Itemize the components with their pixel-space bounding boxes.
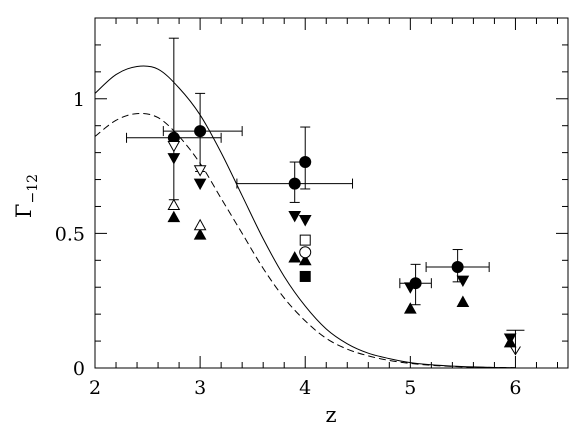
svg-text:Γ−12: Γ−12 — [12, 174, 41, 218]
x-tick-label: 4 — [299, 377, 311, 399]
axes — [94, 17, 569, 369]
filled-up-triangle-marker — [456, 295, 470, 307]
x-tick-label: 2 — [89, 377, 101, 399]
x-tick-label: 5 — [404, 377, 416, 399]
data-points — [167, 125, 517, 348]
filled-down-triangle-marker — [403, 282, 417, 294]
open-up-triangle-marker — [167, 198, 181, 211]
filled-circle-marker — [194, 125, 207, 138]
open-square-marker — [299, 234, 311, 246]
tick-labels: 2 3 4 5 6 0 0.5 1 — [55, 89, 522, 399]
filled-up-triangle-marker — [503, 335, 517, 348]
filled-down-triangle-marker — [456, 275, 470, 288]
error-bars — [126, 37, 525, 356]
filled-up-triangle-marker — [298, 253, 312, 266]
model-curve-dashed — [94, 112, 516, 369]
y-tick-label: 1 — [73, 89, 85, 111]
upper-limit-arrow — [510, 346, 521, 356]
y-axis-label-subscript: −12 — [25, 174, 41, 204]
y-axis-label: Γ — [12, 203, 36, 218]
filled-circle-marker — [288, 177, 301, 190]
filled-down-triangle-marker — [193, 178, 207, 191]
filled-square-marker — [299, 270, 311, 282]
plot-frame — [94, 17, 569, 369]
filled-up-triangle-marker — [288, 251, 302, 263]
filled-up-triangle-marker — [167, 210, 181, 223]
filled-up-triangle-marker — [403, 302, 417, 314]
filled-up-triangle-marker — [193, 228, 207, 240]
x-tick-label: 3 — [194, 377, 206, 399]
open-down-triangle-marker — [193, 165, 207, 177]
open-down-triangle-marker — [167, 140, 181, 153]
y-axis-label-group: Γ−12 — [12, 174, 41, 218]
model-curves — [94, 65, 516, 369]
y-tick-label: 0 — [73, 358, 85, 380]
filled-down-triangle-marker — [298, 215, 312, 227]
filled-circle-marker — [299, 156, 312, 169]
x-tick-label: 6 — [509, 377, 521, 399]
x-axis-label: z — [325, 403, 336, 427]
y-tick-label: 0.5 — [55, 223, 85, 245]
filled-down-triangle-marker — [167, 153, 181, 165]
open-up-triangle-marker — [193, 218, 207, 231]
filled-circle-marker — [451, 261, 464, 274]
open-circle-marker — [299, 246, 312, 259]
filled-down-triangle-marker — [288, 210, 302, 223]
